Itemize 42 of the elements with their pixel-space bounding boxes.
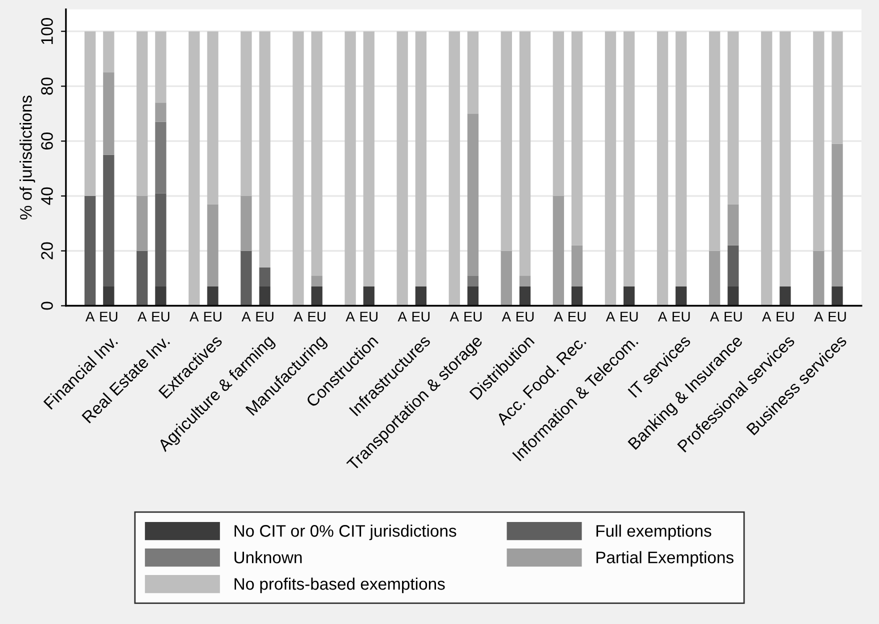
- x-tick-label: A: [242, 312, 251, 322]
- x-tick-label: A: [814, 312, 824, 322]
- x-tick-label: EU: [204, 312, 222, 322]
- x-tick-label: EU: [724, 312, 742, 322]
- x-tick-label: EU: [828, 312, 846, 322]
- y-tick-label: 20: [41, 242, 53, 260]
- x-tick-label: EU: [360, 312, 378, 322]
- legend-label: Partial Exemptions: [596, 551, 734, 567]
- x-tick-label: EU: [152, 312, 170, 322]
- x-tick-label: EU: [412, 312, 430, 322]
- x-tick-label: EU: [100, 312, 118, 322]
- x-tick-label: A: [554, 312, 564, 322]
- x-tick-label: A: [658, 312, 668, 322]
- legend-label: No CIT or 0% CIT jurisdictions: [234, 524, 456, 540]
- x-tick-label: EU: [256, 312, 274, 322]
- legend-label: No profits-based exemptions: [234, 578, 445, 594]
- x-tick-label: EU: [464, 312, 482, 322]
- x-tick-label: A: [138, 312, 147, 322]
- x-tick-label: A: [190, 312, 199, 322]
- x-tick-label: A: [762, 312, 772, 322]
- y-tick-label: 0: [41, 302, 53, 310]
- x-tick-label: EU: [620, 312, 638, 322]
- y-axis-title: % of jurisdictions: [20, 96, 36, 220]
- y-tick-label: 100: [41, 18, 53, 44]
- x-tick-label: A: [450, 312, 459, 322]
- x-tick-label: A: [502, 312, 512, 322]
- legend-label: Unknown: [234, 551, 302, 564]
- x-tick-label: EU: [308, 312, 326, 322]
- y-tick-label: 40: [41, 187, 53, 205]
- x-tick-label: A: [294, 312, 303, 322]
- x-tick-label: EU: [568, 312, 586, 322]
- x-tick-label: A: [398, 312, 407, 322]
- y-tick-label: 60: [41, 132, 53, 150]
- y-tick-label: 80: [41, 78, 53, 95]
- x-tick-label: A: [710, 312, 720, 322]
- legend-label: Full exemptions: [596, 524, 712, 540]
- x-tick-label: A: [606, 312, 616, 322]
- x-tick-label: EU: [776, 312, 794, 322]
- x-tick-label: EU: [516, 312, 534, 322]
- x-tick-label: EU: [672, 312, 690, 322]
- x-tick-label: A: [346, 312, 355, 322]
- x-tick-label: A: [85, 312, 95, 322]
